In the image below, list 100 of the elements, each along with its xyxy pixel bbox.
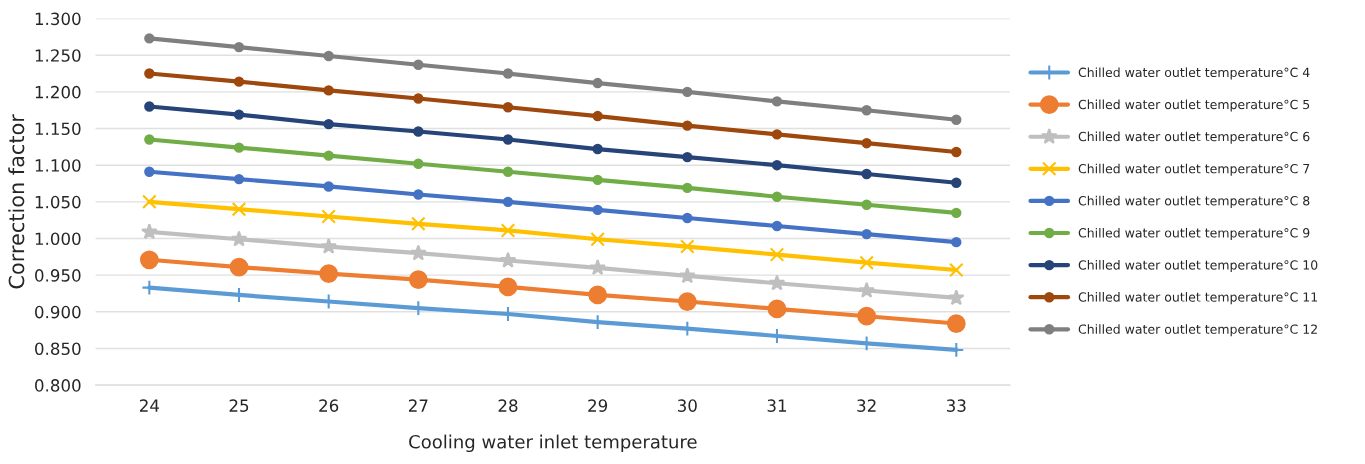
- x-tick-label: 33: [946, 399, 966, 412]
- point: [857, 306, 877, 326]
- point: [320, 237, 337, 254]
- point: [771, 191, 783, 202]
- legend-label: Chilled water outlet temperature°C 7: [1078, 163, 1310, 176]
- y-tick-label: 1.100: [35, 159, 81, 172]
- point: [144, 33, 155, 44]
- point: [139, 250, 159, 270]
- point: [233, 41, 245, 53]
- point: [408, 270, 428, 289]
- point: [323, 150, 334, 161]
- legend-label: Chilled water outlet temperature°C 5: [1078, 99, 1310, 112]
- point: [680, 239, 695, 254]
- point: [323, 118, 334, 130]
- legend-label: Chilled water outlet temperature°C 10: [1078, 259, 1318, 273]
- point: [502, 166, 514, 177]
- point: [230, 230, 248, 247]
- point: [951, 114, 962, 125]
- point: [771, 96, 783, 107]
- legend-label: Chilled water outlet temperature°C 8: [1078, 195, 1310, 208]
- point: [500, 223, 516, 238]
- y-tick-label: 1.200: [35, 85, 81, 99]
- x-tick-label: 29: [588, 399, 608, 412]
- point: [682, 120, 693, 131]
- point: [502, 102, 514, 113]
- point: [949, 262, 964, 278]
- point: [768, 274, 786, 291]
- point: [592, 143, 603, 155]
- y-tick-label: 0.800: [35, 379, 81, 392]
- point: [233, 173, 245, 185]
- point: [948, 289, 965, 306]
- point: [323, 181, 334, 192]
- point: [589, 259, 606, 276]
- point: [682, 151, 693, 163]
- point: [413, 93, 424, 104]
- point: [679, 267, 696, 284]
- y-tick-label: 1.150: [35, 122, 81, 136]
- x-tick-label: 25: [229, 399, 249, 412]
- point: [592, 174, 603, 186]
- point: [502, 68, 514, 79]
- point: [951, 236, 962, 248]
- y-tick-label: 1.000: [35, 232, 81, 246]
- point: [144, 134, 155, 145]
- point: [502, 196, 514, 208]
- point: [861, 104, 872, 116]
- point: [411, 216, 426, 232]
- x-tick-label: 28: [498, 399, 518, 412]
- point: [413, 59, 424, 70]
- y-tick-label: 0.900: [35, 305, 81, 319]
- point: [413, 158, 424, 169]
- point: [588, 285, 608, 305]
- point: [858, 281, 875, 298]
- y-tick-label: 0.950: [35, 269, 81, 282]
- y-tick-label: 1.300: [35, 12, 81, 26]
- point: [319, 264, 339, 284]
- point: [861, 168, 872, 180]
- y-axis-title: Correction factor: [8, 114, 25, 289]
- point: [231, 201, 247, 217]
- point: [141, 223, 158, 240]
- point: [144, 166, 155, 177]
- legend-label: Chilled water outlet temperature°C 6: [1078, 131, 1310, 144]
- point: [682, 182, 693, 194]
- point: [951, 207, 962, 219]
- point: [592, 110, 603, 122]
- legend-label: Chilled water outlet temperature°C 4: [1078, 67, 1310, 80]
- point: [590, 231, 605, 247]
- y-tick-label: 1.050: [35, 195, 81, 209]
- point: [233, 142, 245, 153]
- point: [861, 228, 872, 240]
- point: [951, 177, 962, 188]
- point: [769, 247, 785, 262]
- x-tick-label: 26: [319, 399, 339, 412]
- point: [144, 68, 155, 79]
- point: [321, 209, 336, 224]
- point: [592, 204, 603, 216]
- point: [946, 314, 966, 333]
- point: [233, 109, 245, 120]
- point: [410, 244, 427, 261]
- legend-label: Chilled water outlet temperature°C 12: [1078, 324, 1317, 337]
- point: [861, 137, 872, 149]
- x-tick-label: 30: [677, 399, 697, 412]
- point: [771, 159, 783, 171]
- point: [771, 220, 783, 232]
- x-tick-label: 24: [139, 399, 160, 412]
- point: [323, 50, 334, 62]
- legend-label: Chilled water outlet temperature°C 9: [1078, 227, 1310, 240]
- legend-label: Chilled water outlet temperature°C 11: [1078, 292, 1318, 305]
- point: [142, 194, 157, 210]
- point: [413, 126, 424, 137]
- x-tick-label: 27: [408, 399, 428, 412]
- point: [861, 199, 872, 210]
- point: [502, 134, 514, 145]
- point: [677, 292, 697, 311]
- point: [682, 86, 693, 98]
- x-tick-label: 32: [857, 399, 876, 412]
- point: [229, 257, 249, 277]
- point: [499, 251, 517, 268]
- point: [767, 299, 787, 319]
- point: [413, 189, 424, 200]
- point: [144, 101, 155, 112]
